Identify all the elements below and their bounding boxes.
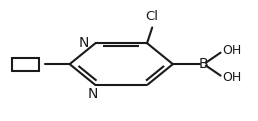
Text: B: B — [199, 57, 209, 71]
Text: OH: OH — [222, 44, 241, 57]
Text: N: N — [88, 87, 98, 101]
Text: Cl: Cl — [146, 10, 159, 23]
Text: OH: OH — [222, 71, 241, 84]
Text: N: N — [79, 36, 89, 50]
